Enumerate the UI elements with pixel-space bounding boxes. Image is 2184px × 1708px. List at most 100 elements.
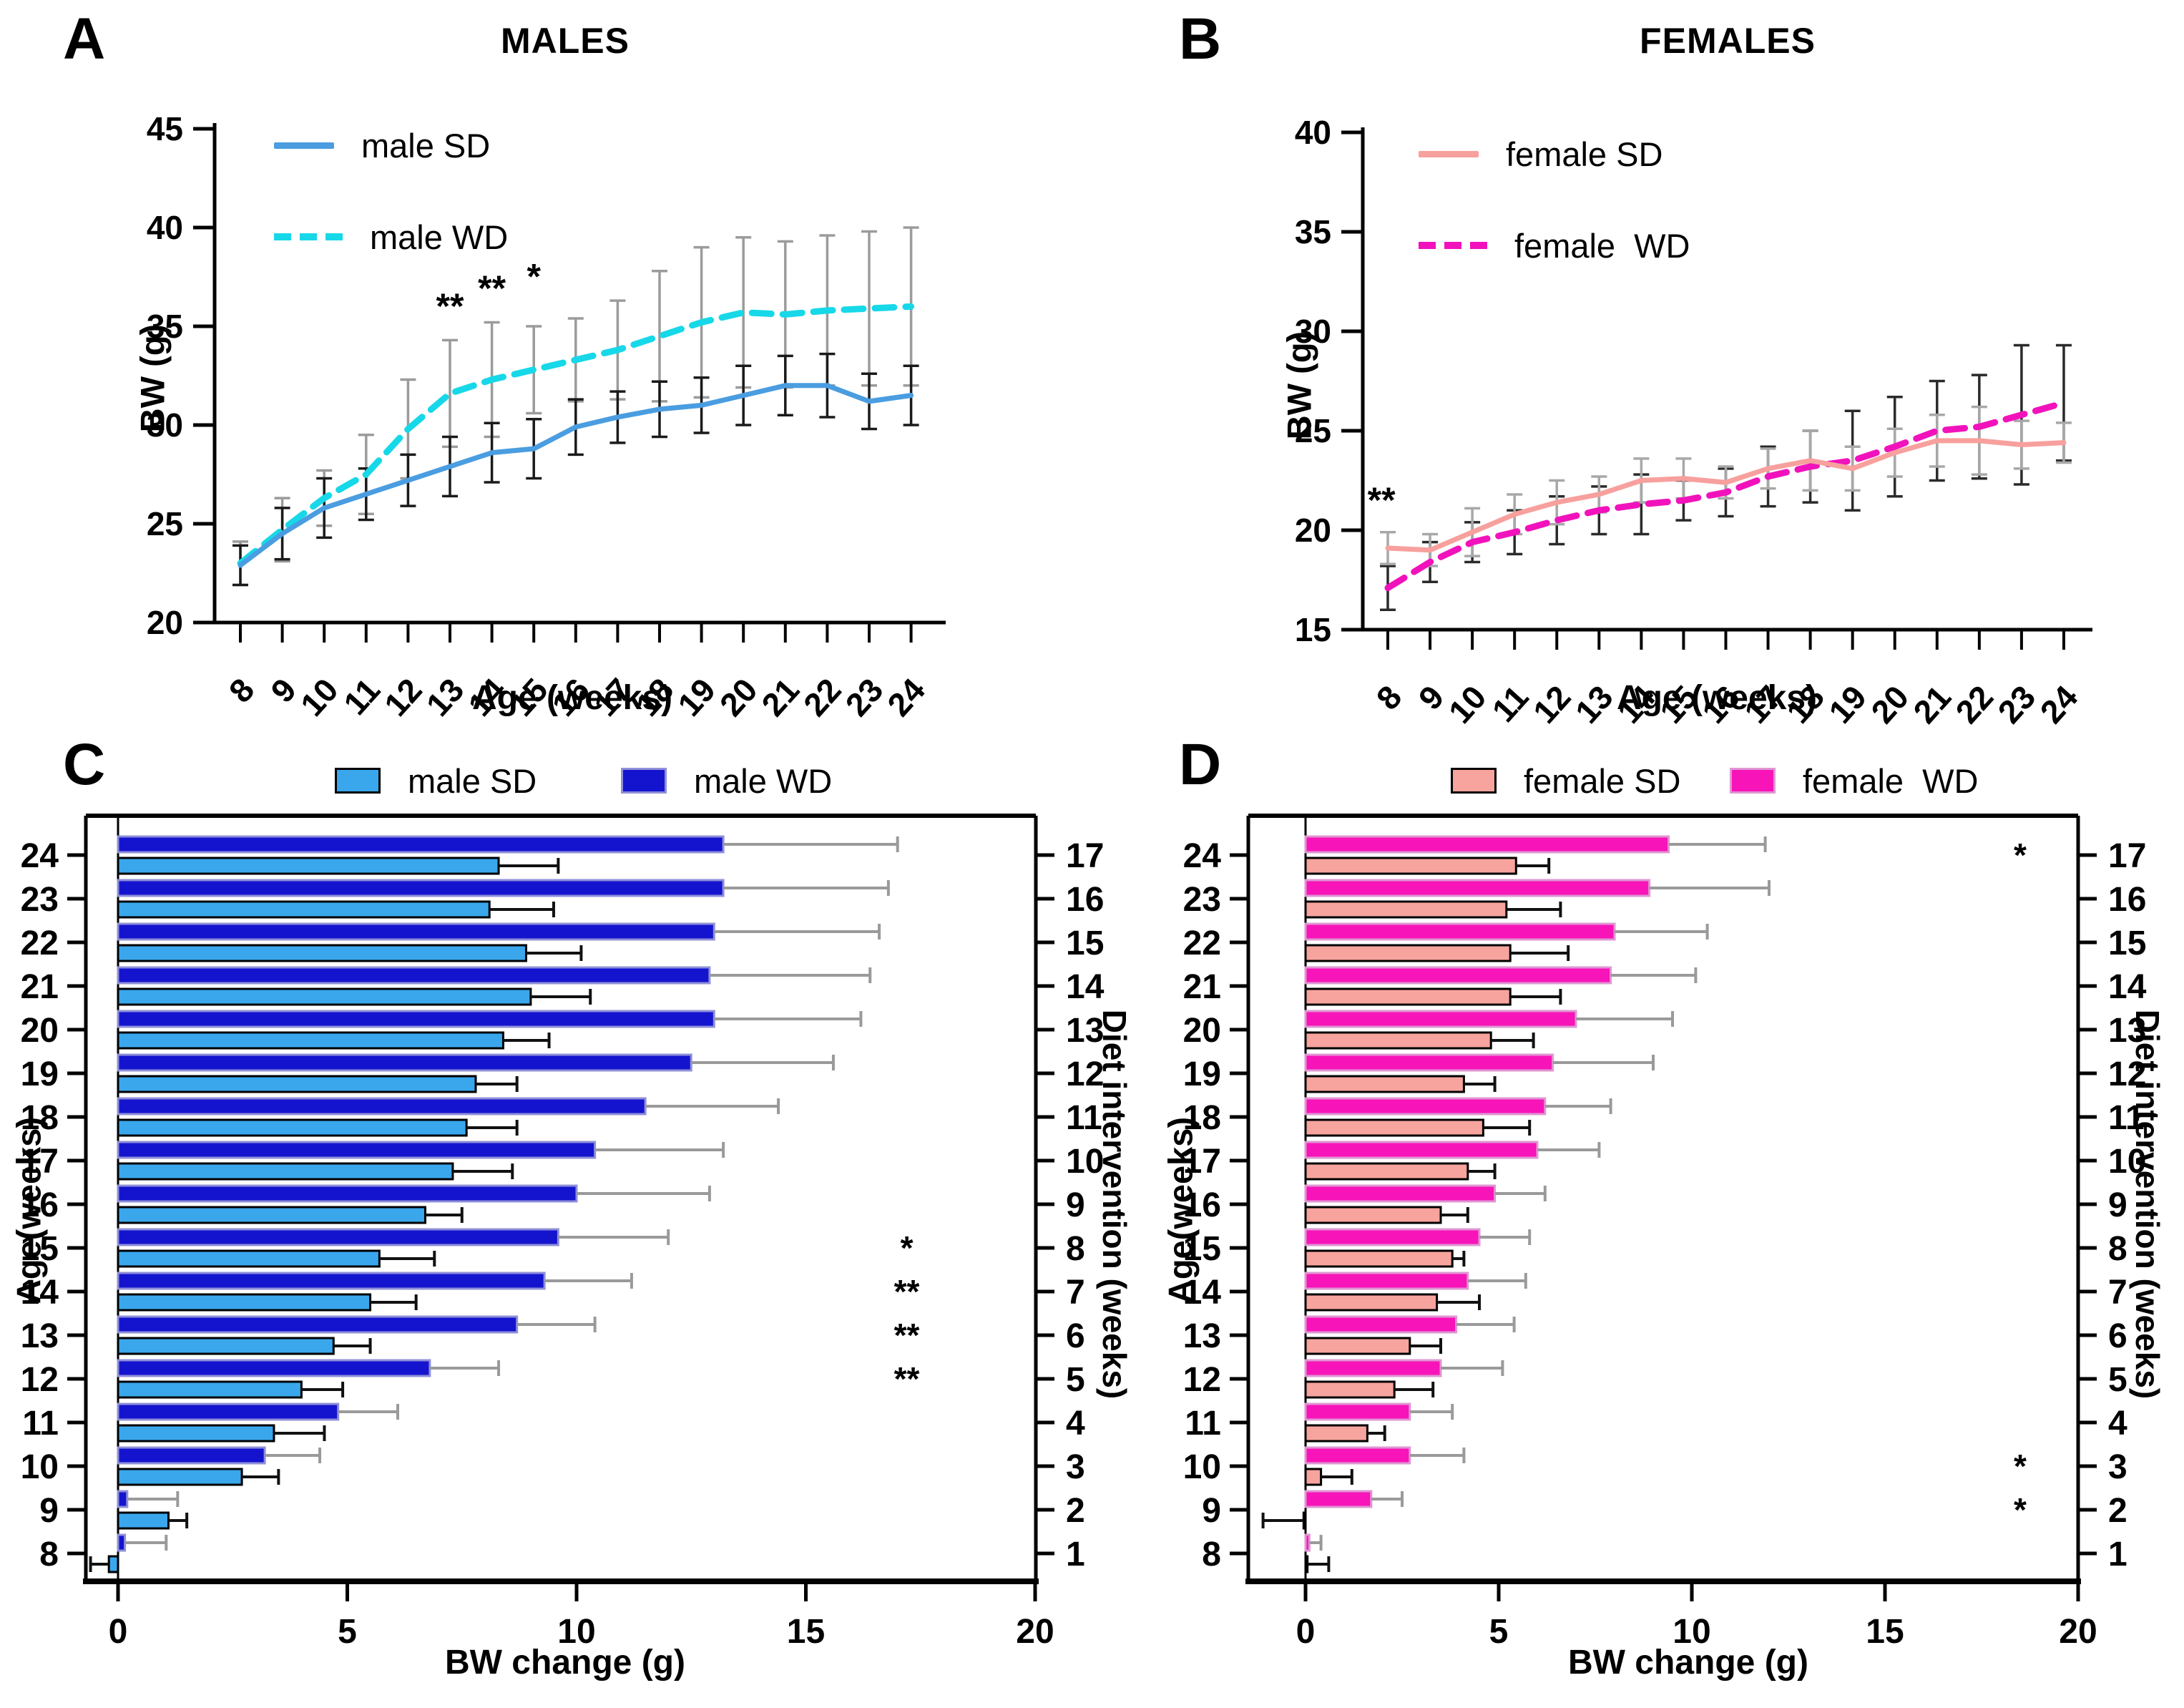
svg-text:12: 12 [21,1361,59,1399]
panel-letter-a: A [63,6,106,72]
svg-text:**: ** [894,1317,920,1354]
legend-label: female SD [1524,761,1681,800]
legend-item-male-sd: male SD [274,126,491,165]
legend-label: male WD [370,218,509,256]
svg-text:40: 40 [147,209,183,246]
males-change-x-axis-label: BW change (g) [445,1644,685,1682]
svg-text:23: 23 [21,881,59,919]
svg-text:9: 9 [1066,1186,1085,1224]
svg-text:17: 17 [2108,837,2146,875]
svg-text:*: * [2014,1448,2027,1485]
svg-text:14: 14 [1066,968,1105,1006]
svg-text:14: 14 [1183,1274,1222,1312]
svg-text:11: 11 [2108,1099,2145,1137]
svg-text:16: 16 [1066,881,1104,919]
panel-letter-c: C [63,732,106,797]
svg-text:11: 11 [1066,1099,1102,1137]
legend-label: female WD [1803,761,1979,800]
svg-text:2: 2 [1066,1492,1085,1530]
svg-text:17: 17 [1183,1143,1221,1181]
legend-item-female-sd: female SD [1419,135,1663,173]
svg-text:1: 1 [2108,1536,2127,1573]
svg-text:13: 13 [1066,1012,1104,1050]
legend-label: male SD [361,126,491,165]
svg-text:15: 15 [2108,924,2146,962]
svg-text:10: 10 [1673,1613,1710,1651]
svg-text:11: 11 [22,1405,59,1443]
svg-text:9: 9 [263,671,303,710]
svg-text:19: 19 [1183,1055,1221,1093]
legend-item-male-sd-bar: male SD [335,762,537,800]
svg-text:6: 6 [1066,1317,1085,1355]
females-change-y-axis-label: Age(weeks) [1161,1116,1200,1304]
svg-text:9: 9 [39,1492,59,1530]
svg-text:**: ** [436,286,464,326]
svg-text:20: 20 [1016,1613,1054,1651]
legend-item-female-wd: female WD [1419,227,1690,265]
svg-text:35: 35 [1295,213,1331,250]
legend-item-female-wd-bar: female WD [1730,761,1979,800]
svg-text:**: ** [894,1360,920,1397]
svg-text:8: 8 [1202,1536,1221,1573]
svg-text:15: 15 [1866,1613,1904,1651]
svg-text:*: * [2014,836,2027,874]
svg-text:20: 20 [1295,512,1331,549]
females-title: FEMALES [1640,21,1816,61]
svg-text:25: 25 [1295,412,1331,449]
svg-text:5: 5 [1066,1361,1085,1399]
male-sd-line-swatch [274,142,334,149]
males-change-right-axis-label: Diet intervention (weeks) [1096,1009,1133,1400]
svg-text:15: 15 [21,1230,59,1268]
females-change-x-axis-label: BW change (g) [1568,1644,1808,1682]
panel-letter-b: B [1179,6,1222,72]
svg-text:10: 10 [2108,1143,2146,1181]
svg-text:10: 10 [1183,1448,1221,1486]
svg-text:15: 15 [787,1613,825,1651]
svg-text:9: 9 [1202,1492,1221,1530]
svg-text:0: 0 [109,1613,128,1651]
svg-text:20: 20 [2059,1613,2097,1651]
svg-text:9: 9 [1411,678,1451,717]
svg-text:13: 13 [1183,1317,1221,1355]
svg-text:10: 10 [557,1613,595,1651]
svg-text:21: 21 [21,968,59,1006]
svg-text:30: 30 [147,406,183,444]
svg-text:35: 35 [147,308,183,345]
svg-text:*: * [2014,1491,2027,1528]
male-sd-box-swatch [335,768,381,794]
svg-text:22: 22 [1183,924,1221,962]
legend-item-female-sd-bar: female SD [1451,761,1681,800]
svg-text:18: 18 [21,1099,59,1137]
svg-text:**: ** [478,268,506,308]
svg-text:8: 8 [2108,1230,2127,1268]
svg-text:4: 4 [1066,1405,1085,1443]
svg-text:23: 23 [1183,881,1221,919]
svg-text:2: 2 [2108,1492,2127,1530]
svg-text:**: ** [894,1273,920,1310]
svg-text:12: 12 [2108,1055,2146,1093]
svg-text:20: 20 [21,1012,59,1050]
female-sd-box-swatch [1451,768,1497,794]
svg-text:5: 5 [2108,1361,2127,1399]
svg-text:22: 22 [21,924,59,962]
svg-text:16: 16 [2108,881,2146,919]
svg-text:12: 12 [1066,1055,1104,1093]
svg-text:19: 19 [21,1055,59,1093]
svg-text:10: 10 [1066,1143,1104,1181]
female-sd-line-swatch [1419,150,1479,157]
svg-text:24: 24 [21,837,59,875]
svg-text:5: 5 [1489,1613,1509,1651]
svg-text:8: 8 [39,1536,59,1573]
svg-text:11: 11 [1185,1405,1221,1443]
svg-text:4: 4 [2108,1405,2127,1443]
svg-text:14: 14 [21,1274,59,1312]
legend-item-male-wd: male WD [274,218,509,256]
svg-text:8: 8 [1369,678,1409,717]
svg-text:40: 40 [1295,114,1331,151]
males-title: MALES [501,21,630,61]
male-wd-dash-swatch [274,233,343,240]
females-change-right-axis-label: Diet intervention (weeks) [2129,1009,2166,1400]
svg-text:17: 17 [1066,837,1104,875]
svg-text:24: 24 [1183,837,1222,875]
